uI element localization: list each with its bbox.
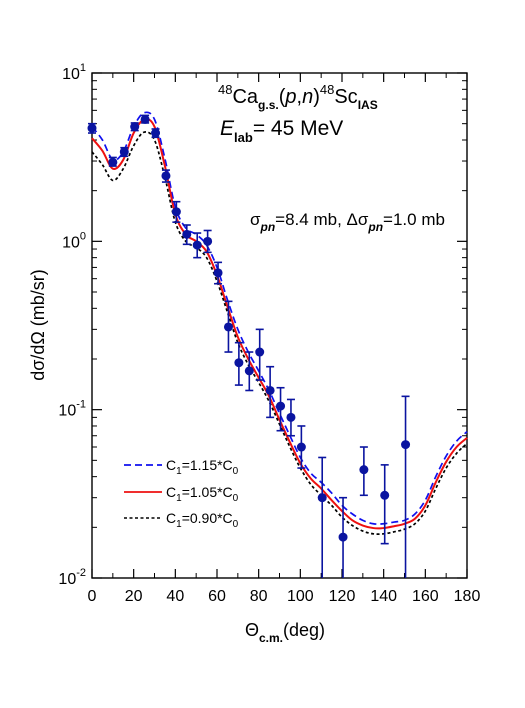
data-point [213,268,223,278]
data-point [265,385,275,395]
data-point [87,123,97,133]
data-point [203,236,213,246]
data-point [171,207,181,217]
y-tick-label: 101 [62,62,86,83]
x-axis-title: Θc.m.(deg) [245,620,325,645]
model-curves [91,111,468,535]
x-tick-label: 160 [412,588,439,605]
data-point [161,171,171,181]
x-tick-label: 180 [454,588,481,605]
data-point [192,240,202,250]
data-point [296,442,306,452]
y-tick-label: 100 [62,230,86,251]
sigma-label: σpn=8.4 mb, Δσpn=1.0 mb [250,210,445,234]
data-point [359,465,369,475]
series-line-3 [91,131,468,535]
legend-label-3: C1=0.90*C0 [166,510,239,530]
series-line-1 [91,111,468,525]
data-point [401,440,411,450]
data-point [255,347,265,357]
data-point [223,322,233,332]
y-axis-title: dσ/dΩ (mb/sr) [28,269,48,381]
data-point [317,493,327,503]
data-point [151,128,161,138]
data-point [108,157,118,167]
legend-label-1: C1=1.15*C0 [166,457,239,477]
y-tick-label: 10-2 [58,567,86,588]
y-tick-label: 10-1 [58,399,86,420]
data-point [140,114,150,124]
data-point [276,401,286,411]
series-line-2 [91,118,468,530]
data-points [87,114,411,578]
plot-frame [91,72,468,579]
data-point [234,358,244,368]
energy-label: Elab= 45 MeV [220,117,343,145]
legend-label-2: C1=1.05*C0 [166,484,239,504]
x-tick-label: 20 [125,588,143,605]
data-point [119,147,129,157]
x-tick-label: 40 [166,588,184,605]
x-tick-label: 140 [370,588,397,605]
data-point [380,490,390,500]
x-tick-label: 60 [208,588,226,605]
reaction-label: 48Cag.s.(p,n)48ScIAS [218,82,378,112]
x-tick-label: 100 [287,588,314,605]
x-tick-label: 0 [88,588,97,605]
data-point [244,366,254,376]
axes: 0 20 40 60 80 100 120 140 160 180 101 100 10-1 10-2 [58,62,480,605]
data-point [338,532,348,542]
x-tick-label: 120 [329,588,356,605]
data-point [182,229,192,239]
data-point [286,412,296,422]
data-point [130,122,140,132]
legend: C1=1.15*C0 C1=1.05*C0 C1=0.90*C0 [124,457,239,530]
x-tick-label: 80 [250,588,268,605]
